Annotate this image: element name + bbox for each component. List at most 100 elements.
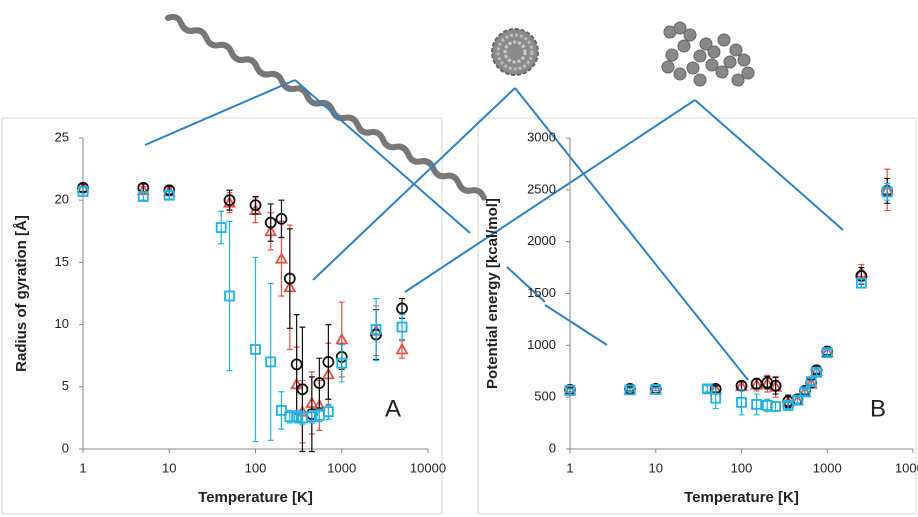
y-tick-label: 1500: [527, 285, 556, 300]
square-marker: [250, 344, 261, 355]
y-tick-label: 5: [62, 378, 69, 393]
panel-letter: A: [385, 395, 401, 422]
error-bar: [278, 391, 285, 430]
error-bar: [252, 195, 259, 215]
panel-frame: [477, 117, 917, 515]
square-marker: [77, 186, 89, 197]
x-tick-label: 10: [649, 460, 663, 475]
square-marker: [336, 357, 348, 369]
square-marker: [710, 392, 722, 404]
y-tick-label: 10: [55, 316, 69, 331]
y-tick-label: 2500: [527, 181, 556, 196]
circle-marker: [769, 379, 782, 392]
x-tick-label: 1: [79, 460, 86, 475]
square-marker: [881, 186, 893, 198]
square-marker: [396, 321, 408, 333]
x-tick-label: 10000: [410, 460, 446, 475]
error-bar: [567, 388, 573, 393]
square-marker: [163, 189, 175, 201]
connector-lines: [144, 79, 844, 381]
y-tick-label: 20: [55, 192, 69, 207]
square-marker: [564, 385, 576, 396]
error-bar: [325, 324, 332, 400]
error-bar: [399, 314, 406, 341]
error-bar: [286, 228, 293, 329]
square-marker: [276, 405, 287, 416]
circle-marker: [264, 216, 277, 229]
y-tick-label: 25: [55, 129, 69, 144]
circle-marker: [322, 356, 335, 368]
circle-marker: [249, 199, 262, 212]
square-marker: [751, 399, 762, 410]
y-tick-label: 2000: [527, 233, 556, 248]
x-tick-label: 1000: [813, 460, 842, 475]
error-bar: [801, 388, 808, 396]
error-bar: [652, 387, 659, 392]
error-bar: [824, 348, 831, 357]
y-tick-label: 3000: [527, 129, 556, 144]
error-bar: [267, 282, 274, 441]
square-marker: [215, 222, 227, 233]
square-marker: [137, 191, 149, 202]
circle-marker: [223, 194, 236, 207]
square-marker: [624, 384, 636, 396]
error-bar: [278, 199, 285, 239]
error-bar: [338, 343, 345, 383]
y-axis-title: Radius of gyration [Å]: [13, 215, 30, 372]
error-bar: [267, 203, 274, 242]
square-marker: [322, 406, 334, 418]
square-marker: [770, 401, 782, 412]
y-tick-label: 1000: [527, 337, 556, 352]
y-axis-title: Potential energy [kcal/mol]: [484, 198, 501, 389]
x-tick-label: 1000: [327, 460, 356, 475]
square-marker: [265, 356, 277, 368]
circle-marker: [396, 302, 408, 315]
error-bar: [813, 368, 820, 376]
error-bar: [772, 401, 779, 412]
error-bar: [226, 189, 233, 211]
square-marker: [370, 324, 382, 335]
error-bar: [808, 377, 815, 386]
square-marker: [811, 366, 822, 378]
error-bar: [252, 256, 259, 443]
square-marker: [701, 383, 713, 395]
error-bar: [753, 393, 760, 416]
y-tick-label: 0: [62, 440, 69, 455]
error-bar: [794, 396, 801, 404]
y-tick-label: 500: [534, 389, 556, 404]
panel-letter: B: [870, 395, 886, 422]
circle-marker: [283, 272, 296, 285]
square-marker: [799, 386, 811, 398]
error-bar: [884, 183, 891, 201]
x-tick-label: 10: [162, 460, 176, 475]
circle-marker: [313, 377, 326, 389]
globule-structure: [491, 28, 539, 76]
square-marker: [224, 290, 235, 302]
square-marker: [306, 411, 318, 423]
error-bar: [373, 297, 380, 362]
triangle-marker: [274, 251, 288, 264]
error-bar: [218, 210, 225, 245]
error-bar: [226, 220, 233, 372]
y-tick-label: 15: [55, 254, 69, 269]
x-tick-label: 100: [245, 460, 267, 475]
triangle-marker: [335, 332, 349, 345]
square-marker: [291, 411, 303, 423]
x-tick-label: 1: [566, 460, 573, 475]
circle-marker: [275, 212, 288, 225]
square-marker: [650, 383, 662, 395]
error-bar: [785, 401, 792, 410]
triangle-marker: [395, 342, 409, 355]
x-tick-label: 10000: [895, 460, 918, 475]
circle-marker: [290, 358, 303, 371]
error-bar: [299, 326, 306, 453]
error-bar: [293, 314, 300, 415]
square-marker: [821, 347, 833, 358]
error-bar: [626, 387, 633, 393]
error-bar: [316, 357, 323, 409]
square-marker: [284, 411, 296, 423]
circle-marker: [296, 383, 309, 396]
coil-structure: [661, 21, 755, 87]
